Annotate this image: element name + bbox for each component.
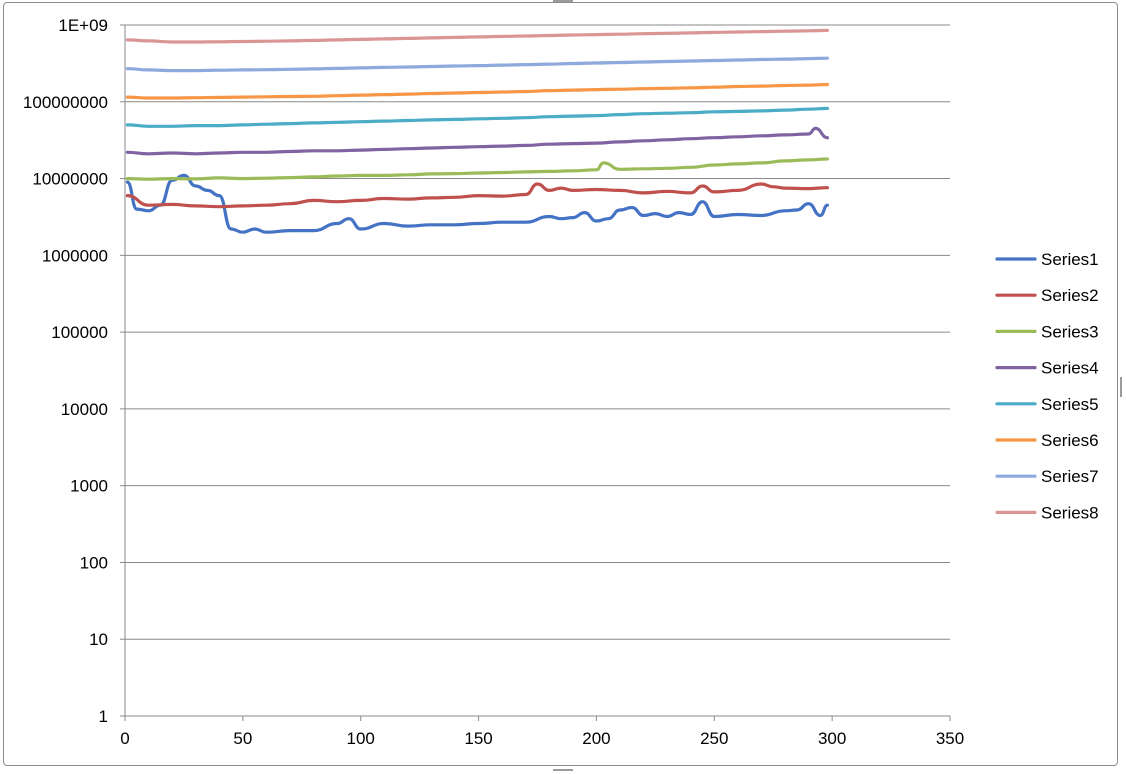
y-tick-label: 100 <box>80 553 108 572</box>
chart-frame[interactable]: 1 10 100 1000 10000 100000 1000000 10000000 1000… <box>3 2 1118 766</box>
legend: Series1 Series2 Series3 Series4 Series5 Serie… <box>995 250 1099 522</box>
legend-label: Series8 <box>1041 503 1099 522</box>
series-line-5 <box>125 106 829 128</box>
legend-label: Series7 <box>1041 467 1099 486</box>
resize-handle-right[interactable] <box>1120 377 1122 397</box>
chart-area: 1101001000100001000001000000100000001000… <box>23 16 1099 748</box>
legend-label: Series6 <box>1041 431 1099 450</box>
y-tick-label: 10000000 <box>32 170 108 189</box>
resize-handle-top[interactable] <box>553 0 573 2</box>
series-line-4 <box>125 126 829 156</box>
x-tick-label: 50 <box>233 729 252 748</box>
y-tick-label: 100000000 <box>23 93 108 112</box>
x-tick-label: 0 <box>120 729 129 748</box>
legend-label: Series4 <box>1041 359 1099 378</box>
legend-label: Series5 <box>1041 395 1099 414</box>
y-tick-label: 1 <box>99 707 108 726</box>
series-line-7 <box>125 56 829 73</box>
legend-label: Series1 <box>1041 250 1099 269</box>
x-tick-label: 150 <box>464 729 492 748</box>
series-line-1 <box>125 173 829 234</box>
x-tick-label: 250 <box>700 729 728 748</box>
y-tick-label: 10 <box>89 630 108 649</box>
legend-label: Series2 <box>1041 286 1099 305</box>
y-tick-label: 1E+09 <box>58 16 108 35</box>
x-tick-label: 350 <box>936 729 964 748</box>
x-tick-label: 100 <box>347 729 375 748</box>
y-tick-label: 1000 <box>70 477 108 496</box>
y-tick-label: 10000 <box>61 400 108 419</box>
series-line-3 <box>125 157 829 181</box>
plot-lines <box>125 28 829 234</box>
x-tick-label: 200 <box>582 729 610 748</box>
legend-label: Series3 <box>1041 322 1099 341</box>
series-line-8 <box>125 28 829 44</box>
series-line-6 <box>125 82 829 100</box>
axes: 1101001000100001000001000000100000001000… <box>23 16 964 748</box>
x-tick-label: 300 <box>818 729 846 748</box>
y-tick-label: 100000 <box>51 323 108 342</box>
resize-handle-bottom[interactable] <box>553 769 573 771</box>
series-line-2 <box>125 182 829 209</box>
y-tick-label: 1000000 <box>42 246 108 265</box>
